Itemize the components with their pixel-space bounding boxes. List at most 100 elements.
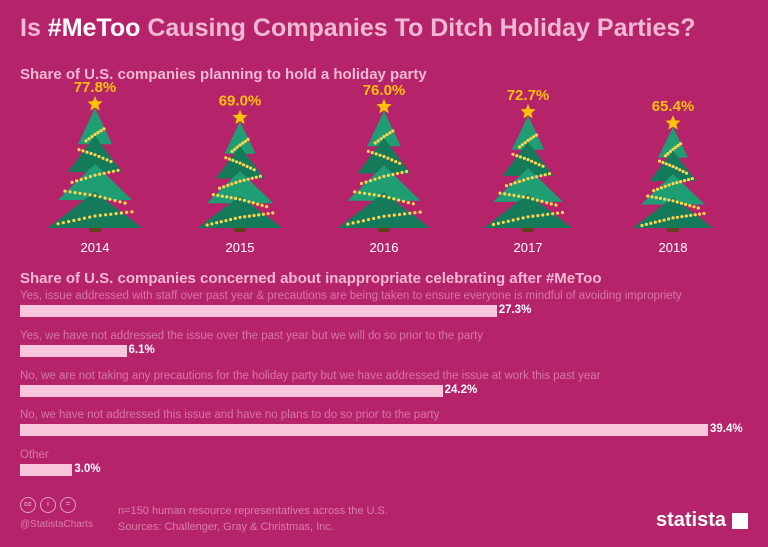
value-label: 72.7% <box>507 87 550 104</box>
bar-category-label: No, we have not addressed this issue and… <box>20 409 440 421</box>
light-dot <box>84 139 88 143</box>
light-dot <box>370 151 374 155</box>
light-dot <box>218 186 222 190</box>
light-dot <box>511 218 515 222</box>
bar-category-label: Yes, issue addressed with staff over pas… <box>20 290 682 302</box>
light-dot <box>401 199 406 203</box>
light-dot <box>391 172 395 177</box>
light-dot <box>693 213 697 217</box>
tree-tier <box>197 195 283 228</box>
light-dot <box>408 211 412 215</box>
light-dot <box>678 168 682 172</box>
tree-tier <box>337 192 431 228</box>
bar-value-label: 6.1% <box>128 344 155 356</box>
light-dot <box>109 212 113 216</box>
light-dot <box>521 195 525 199</box>
tree-trunk <box>522 226 534 232</box>
brand-mark-icon <box>732 512 748 529</box>
tree-2016 <box>337 98 431 232</box>
light-dot <box>531 214 535 218</box>
bar-category-label: Yes, we have not addressed the issue ove… <box>20 330 484 342</box>
light-dot <box>257 213 261 217</box>
tree-tier <box>511 115 545 150</box>
light-dot <box>666 152 670 156</box>
light-dot <box>533 161 538 165</box>
light-dot <box>238 197 242 201</box>
light-dot <box>81 149 85 153</box>
light-dot <box>125 210 129 214</box>
light-dot <box>229 217 233 222</box>
light-dot <box>266 212 270 216</box>
bar-row: No, we have not addressed this issue and… <box>20 408 743 436</box>
light-dot <box>653 220 657 224</box>
light-dot <box>667 217 671 221</box>
light-dot <box>211 193 215 197</box>
trees-subtitle: Share of U.S. companies planning to hold… <box>20 66 427 83</box>
bar-track: 3.0% <box>20 463 101 476</box>
light-dot <box>367 192 371 196</box>
light-dot <box>411 202 415 206</box>
light-dot <box>271 211 275 215</box>
light-dot <box>368 179 373 183</box>
light-dot <box>662 218 666 222</box>
light-dot <box>679 201 684 205</box>
light-dot <box>392 197 396 201</box>
light-dot <box>242 198 246 203</box>
tree-tier <box>224 121 256 154</box>
light-dot <box>549 202 553 206</box>
bar-value-label: 39.4% <box>710 423 743 435</box>
tree-tier <box>77 108 113 145</box>
footer: cc i = @StatistaCharts n=150 human resou… <box>20 497 748 543</box>
light-dot <box>671 164 675 169</box>
light-dot <box>663 197 667 201</box>
statista-logo: statista <box>656 509 748 532</box>
tree-trunk <box>667 226 679 232</box>
bar-category-label: No, we are not taking any precautions fo… <box>20 370 601 382</box>
light-dot <box>518 155 523 159</box>
light-dot <box>252 213 256 218</box>
light-dot <box>70 180 74 184</box>
light-dot <box>90 135 94 139</box>
star-icon <box>232 109 248 124</box>
light-dot <box>222 185 226 189</box>
light-dot <box>386 156 390 160</box>
title-highlight: #MeToo <box>47 14 141 42</box>
light-dot <box>391 129 395 133</box>
light-dot <box>373 141 377 145</box>
light-dot <box>518 145 522 149</box>
light-dot <box>93 194 97 198</box>
light-dot <box>379 137 383 141</box>
light-dot <box>89 151 93 156</box>
light-dot <box>668 163 672 167</box>
light-dot <box>98 213 102 217</box>
light-dot <box>361 219 365 223</box>
source-notes: n=150 human resource representatives acr… <box>118 503 388 535</box>
light-dot <box>378 153 382 157</box>
light-dot <box>238 161 242 165</box>
light-dot <box>84 176 88 180</box>
light-dot <box>61 221 65 225</box>
brand-name: statista <box>655 509 726 531</box>
light-dot <box>418 210 422 214</box>
value-label: 65.4% <box>652 98 695 115</box>
light-dot <box>243 139 247 143</box>
light-dot <box>251 201 255 205</box>
light-dot <box>252 168 256 172</box>
light-dot <box>230 182 234 186</box>
star-icon <box>376 98 392 114</box>
light-dot <box>234 181 238 185</box>
tree-trunk <box>89 226 101 232</box>
bar-track: 6.1% <box>20 344 483 357</box>
light-dot <box>675 215 680 219</box>
chart-title: Is #MeToo Causing Companies To Ditch Hol… <box>20 14 696 43</box>
light-dot <box>382 194 386 198</box>
light-dot <box>226 183 230 187</box>
light-dot <box>504 184 509 188</box>
year-label: 2018 <box>659 240 688 255</box>
light-dot <box>675 181 679 185</box>
year-label: 2014 <box>81 240 110 255</box>
light-dot <box>75 179 79 183</box>
light-dot <box>690 177 694 181</box>
light-dot <box>238 179 242 183</box>
tree-2017 <box>483 103 573 232</box>
